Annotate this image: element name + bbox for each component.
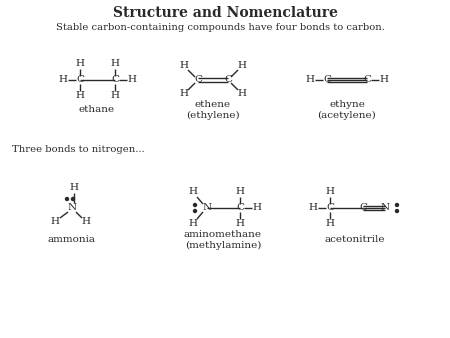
Text: H: H — [235, 188, 244, 196]
Text: H: H — [306, 75, 315, 84]
Text: H: H — [50, 217, 59, 226]
Circle shape — [194, 210, 197, 213]
Text: ethane: ethane — [79, 105, 115, 115]
Text: H: H — [252, 203, 261, 213]
Text: C: C — [359, 203, 367, 213]
Circle shape — [66, 197, 68, 200]
Text: ethyne
(acetylene): ethyne (acetylene) — [318, 100, 376, 120]
Text: H: H — [81, 217, 90, 226]
Text: C: C — [363, 75, 371, 84]
Text: ethene
(ethylene): ethene (ethylene) — [186, 100, 240, 120]
Text: H: H — [235, 219, 244, 228]
Text: N: N — [202, 203, 211, 213]
Circle shape — [194, 203, 197, 207]
Text: C: C — [194, 75, 202, 84]
Text: C: C — [76, 75, 84, 84]
Circle shape — [396, 203, 399, 207]
Text: acetonitrile: acetonitrile — [325, 236, 385, 244]
Text: H: H — [180, 90, 189, 98]
Text: H: H — [58, 75, 68, 84]
Text: C: C — [224, 75, 232, 84]
Text: N: N — [380, 203, 390, 213]
Text: Three bonds to nitrogen...: Three bonds to nitrogen... — [12, 145, 144, 154]
Text: H: H — [111, 92, 120, 100]
Text: C: C — [236, 203, 244, 213]
Text: H: H — [238, 62, 247, 71]
Text: H: H — [189, 219, 198, 228]
Text: aminomethane
(methylamine): aminomethane (methylamine) — [184, 230, 262, 250]
Text: H: H — [189, 188, 198, 196]
Text: H: H — [325, 219, 334, 228]
Text: H: H — [76, 92, 85, 100]
Text: H: H — [111, 59, 120, 69]
Text: ammonia: ammonia — [48, 236, 96, 244]
Circle shape — [72, 197, 75, 200]
Text: Structure and Nomenclature: Structure and Nomenclature — [112, 6, 338, 20]
Text: H: H — [127, 75, 136, 84]
Text: H: H — [309, 203, 318, 213]
Text: H: H — [76, 59, 85, 69]
Text: H: H — [379, 75, 388, 84]
Text: H: H — [325, 188, 334, 196]
Circle shape — [396, 210, 399, 213]
Text: C: C — [323, 75, 331, 84]
Text: H: H — [180, 62, 189, 71]
Text: H: H — [69, 184, 78, 193]
Text: Stable carbon-containing compounds have four bonds to carbon.: Stable carbon-containing compounds have … — [55, 24, 384, 32]
Text: H: H — [238, 90, 247, 98]
Text: N: N — [68, 203, 76, 213]
Text: C: C — [111, 75, 119, 84]
Text: C: C — [326, 203, 334, 213]
